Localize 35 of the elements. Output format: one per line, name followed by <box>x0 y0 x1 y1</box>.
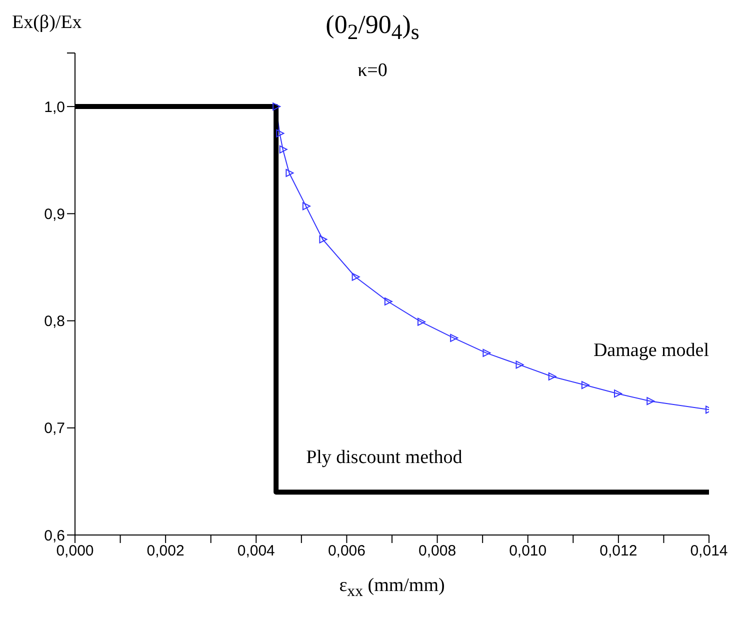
point <box>614 390 622 398</box>
point <box>276 129 284 138</box>
point <box>646 397 655 406</box>
x-axis-title: ε$_{xx}$ (mm/mm) <box>338 575 446 601</box>
x-tick-label: 0,000 <box>56 542 94 560</box>
point <box>450 334 458 342</box>
y-tick-label: 1,0 <box>44 98 65 116</box>
point <box>286 168 294 177</box>
point <box>482 348 491 357</box>
point <box>548 372 556 380</box>
point <box>319 235 328 244</box>
y-axis-title: Ex(β)/Ex <box>12 12 82 34</box>
point <box>352 272 360 281</box>
series-label: Damage model <box>593 340 709 362</box>
point <box>302 202 310 210</box>
y-tick-label: 0,8 <box>44 313 65 330</box>
x-tick-label: 0,012 <box>600 542 638 560</box>
x-tick-label: 0,010 <box>509 542 547 560</box>
y-tick-label: 0,6 <box>44 527 65 544</box>
x-tick-label: 0,006 <box>328 542 366 560</box>
x-tick-label: 0,014 <box>690 542 728 560</box>
y-tick-label: 0,9 <box>44 206 65 223</box>
point <box>581 381 590 390</box>
x-tick-label: 0,004 <box>237 542 275 560</box>
series-label: Ply discount method <box>306 447 462 470</box>
point <box>384 298 392 306</box>
point <box>279 145 288 154</box>
x-tick-label: 0,002 <box>146 542 184 560</box>
chart-subtitle: κ=0 <box>356 60 388 82</box>
chart-title: (0$_{2}$/90$_{4}$)$_{s}$ <box>326 10 420 44</box>
point <box>272 102 281 111</box>
x-tick-label: 0,008 <box>418 542 456 560</box>
point <box>516 360 524 369</box>
y-tick-label: 0,7 <box>44 420 65 438</box>
point <box>417 318 426 326</box>
